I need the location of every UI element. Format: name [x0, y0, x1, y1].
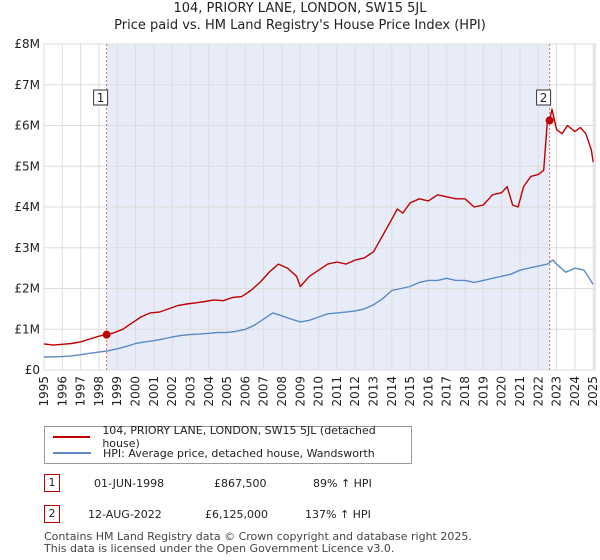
x-tick-label: 2015: [403, 376, 417, 407]
x-tick-label: 2005: [220, 376, 234, 407]
footer-attribution: Contains HM Land Registry data © Crown c…: [44, 531, 472, 555]
x-tick-label: 2023: [550, 376, 564, 407]
x-tick-label: 1997: [74, 376, 88, 407]
x-tick-label: 1999: [110, 376, 124, 407]
sale-marker-box: [536, 89, 552, 106]
x-tick-label: 2012: [348, 376, 362, 407]
x-tick-label: 2016: [421, 376, 435, 407]
legend-hpi-label: HPI: Average price, detached house, Wand…: [103, 446, 375, 460]
y-tick-label: £0: [25, 363, 40, 377]
legend-item-hpi: HPI: Average price, detached house, Wand…: [53, 445, 375, 461]
x-tick-label: 2024: [568, 376, 582, 407]
x-tick-label: 2025: [586, 376, 600, 407]
transaction-number: 2: [44, 505, 60, 523]
transaction-date: 01-JUN-1998: [94, 477, 165, 490]
x-tick-label: 2008: [275, 376, 289, 407]
y-tick-label: £6M: [14, 119, 40, 133]
y-axis-labels: £0 £1M £2M £3M £4M £5M £6M £7M £8M: [14, 37, 40, 377]
x-axis-labels: 1995 1996 1997 1998 1999 2000 2001 2002 2003 2004…: [37, 376, 600, 407]
sale-marker-label: 2: [540, 91, 548, 105]
transaction-hpi-change: 89% ↑ HPI: [313, 477, 372, 490]
series-lines: [43, 108, 594, 358]
y-tick-label: £1M: [14, 322, 40, 336]
x-tick-label: 2003: [183, 376, 197, 407]
x-tick-label: 2018: [458, 376, 472, 407]
y-tick-label: £3M: [14, 241, 40, 255]
x-tick-label: 2019: [476, 376, 490, 407]
y-tick-label: £7M: [14, 78, 40, 92]
sale-marker-box: [93, 89, 109, 106]
x-tick-label: 2014: [385, 376, 399, 407]
sale-point: [545, 116, 554, 125]
chart-title-line1: 104, PRIORY LANE, LONDON, SW15 5JL: [173, 1, 427, 16]
x-tick-label: 2000: [129, 376, 143, 407]
sale-point: [102, 330, 111, 339]
footer-line2: This data is licensed under the Open Gov…: [44, 542, 395, 555]
x-tick-label: 2001: [147, 376, 161, 407]
legend-hpi-swatch: [53, 452, 91, 454]
x-tick-label: 2021: [513, 376, 527, 407]
chart-title-line2: Price paid vs. HM Land Registry's House …: [114, 18, 486, 33]
transaction-date: 12-AUG-2022: [88, 508, 162, 521]
transaction-price: £867,500: [214, 477, 267, 490]
x-tick-label: 2022: [531, 376, 545, 407]
y-tick-label: £8M: [14, 37, 40, 51]
x-tick-label: 2020: [495, 376, 509, 407]
x-tick-label: 2011: [330, 376, 344, 407]
footer-line1: Contains HM Land Registry data © Crown c…: [44, 530, 472, 543]
x-tick-label: 2013: [367, 376, 381, 407]
x-tick-label: 1998: [92, 376, 106, 407]
transaction-hpi-change: 137% ↑ HPI: [305, 508, 371, 521]
legend-property-label: 104, PRIORY LANE, LONDON, SW15 5JL (deta…: [102, 424, 376, 450]
hpi-line: [43, 259, 594, 358]
price-chart: £0£1M£2M£3M£4M£5M£6M£7M£8M 1995 1996 1997 1…: [14, 37, 600, 407]
legend-property-swatch: [53, 436, 91, 438]
legend: 104, PRIORY LANE, LONDON, SW15 5JL (deta…: [44, 424, 412, 464]
x-tick-label: 2002: [165, 376, 179, 407]
transaction-number: 1: [44, 474, 60, 492]
y-tick-label: £5M: [14, 159, 40, 173]
x-tick-label: 2004: [202, 376, 216, 407]
x-tick-label: 2007: [257, 376, 271, 407]
transaction-price: £6,125,000: [205, 508, 268, 521]
legend-item-property: 104, PRIORY LANE, LONDON, SW15 5JL (deta…: [53, 424, 411, 450]
x-tick-label: 1996: [55, 376, 69, 407]
x-tick-label: 1995: [37, 376, 51, 407]
y-tick-label: £2M: [14, 282, 40, 296]
property-price-line: [43, 108, 594, 346]
sale-marker-label: 1: [97, 91, 105, 105]
x-tick-label: 2017: [440, 376, 454, 407]
y-tick-label: £4M: [14, 200, 40, 214]
x-tick-label: 2006: [238, 376, 252, 407]
x-tick-label: 2010: [312, 376, 326, 407]
x-tick-label: 2009: [293, 376, 307, 407]
